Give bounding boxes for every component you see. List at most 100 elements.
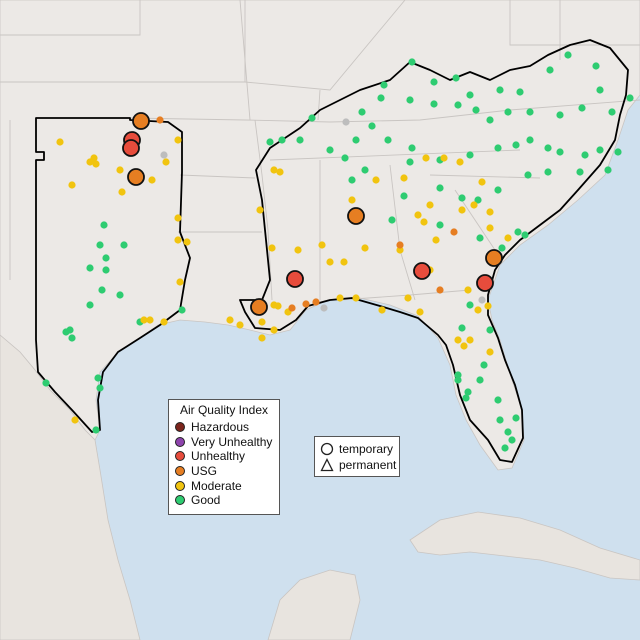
monitor-usg[interactable] [312,298,320,306]
monitor-moderate[interactable] [270,166,278,174]
monitor-good[interactable] [498,244,506,252]
monitor-good[interactable] [526,136,534,144]
monitor-good[interactable] [494,144,502,152]
monitor-good[interactable] [348,176,356,184]
monitor-moderate[interactable] [378,306,386,314]
monitor-moderate[interactable] [268,244,276,252]
monitor-temporary-usg[interactable] [132,112,150,130]
monitor-temporary-unhealthy[interactable] [413,262,431,280]
monitor-good[interactable] [406,96,414,104]
monitor-good[interactable] [341,154,349,162]
monitor-good[interactable] [604,166,612,174]
monitor-good[interactable] [546,66,554,74]
monitor-good[interactable] [380,81,388,89]
monitor-good[interactable] [68,334,76,342]
monitor-good[interactable] [486,326,494,334]
monitor-moderate[interactable] [456,158,464,166]
monitor-good[interactable] [62,328,70,336]
monitor-moderate[interactable] [348,196,356,204]
monitor-moderate[interactable] [466,336,474,344]
monitor-moderate[interactable] [422,154,430,162]
monitor-moderate[interactable] [318,241,326,249]
monitor-good[interactable] [361,166,369,174]
monitor-good[interactable] [578,104,586,112]
monitor-moderate[interactable] [258,334,266,342]
monitor-moderate[interactable] [256,206,264,214]
monitor-no-data[interactable] [342,118,350,126]
monitor-moderate[interactable] [174,214,182,222]
monitor-no-data[interactable] [478,296,486,304]
monitor-good[interactable] [352,136,360,144]
monitor-moderate[interactable] [440,154,448,162]
monitor-good[interactable] [454,376,462,384]
monitor-usg[interactable] [450,228,458,236]
monitor-good[interactable] [472,106,480,114]
monitor-good[interactable] [466,301,474,309]
monitor-good[interactable] [544,144,552,152]
monitor-good[interactable] [454,371,462,379]
monitor-temporary-usg[interactable] [485,249,503,267]
monitor-good[interactable] [474,196,482,204]
monitor-good[interactable] [408,144,416,152]
monitor-good[interactable] [458,324,466,332]
monitor-moderate[interactable] [92,160,100,168]
monitor-good[interactable] [564,51,572,59]
monitor-moderate[interactable] [486,224,494,232]
monitor-good[interactable] [512,414,520,422]
monitor-moderate[interactable] [464,286,472,294]
monitor-good[interactable] [526,108,534,116]
monitor-no-data[interactable] [320,304,328,312]
monitor-good[interactable] [494,186,502,194]
monitor-good[interactable] [576,168,584,176]
monitor-moderate[interactable] [146,316,154,324]
monitor-moderate[interactable] [454,336,462,344]
monitor-temporary-unhealthy[interactable] [476,274,494,292]
monitor-temporary-usg[interactable] [347,207,365,225]
monitor-moderate[interactable] [426,201,434,209]
monitor-good[interactable] [494,396,502,404]
monitor-moderate[interactable] [276,168,284,176]
monitor-moderate[interactable] [236,321,244,329]
monitor-good[interactable] [100,221,108,229]
monitor-moderate[interactable] [486,348,494,356]
monitor-good[interactable] [436,184,444,192]
monitor-good[interactable] [368,122,376,130]
monitor-good[interactable] [596,146,604,154]
monitor-temporary-unhealthy[interactable] [286,270,304,288]
monitor-good[interactable] [358,108,366,116]
monitor-good[interactable] [98,286,106,294]
monitor-moderate[interactable] [474,306,482,314]
monitor-good[interactable] [266,138,274,146]
monitor-good[interactable] [514,228,522,236]
monitor-moderate[interactable] [372,176,380,184]
monitor-good[interactable] [178,306,186,314]
monitor-moderate[interactable] [86,158,94,166]
monitor-good[interactable] [92,426,100,434]
monitor-moderate[interactable] [460,342,468,350]
monitor-moderate[interactable] [361,244,369,252]
monitor-moderate[interactable] [484,302,492,310]
monitor-good[interactable] [458,194,466,202]
monitor-usg[interactable] [156,116,164,124]
monitor-good[interactable] [596,86,604,94]
monitor-moderate[interactable] [458,206,466,214]
monitor-good[interactable] [504,428,512,436]
monitor-moderate[interactable] [504,234,512,242]
monitor-moderate[interactable] [432,236,440,244]
monitor-moderate[interactable] [486,208,494,216]
monitor-moderate[interactable] [71,416,79,424]
monitor-good[interactable] [278,136,286,144]
monitor-good[interactable] [592,62,600,70]
monitor-good[interactable] [556,111,564,119]
monitor-moderate[interactable] [400,174,408,182]
monitor-moderate[interactable] [176,278,184,286]
monitor-moderate[interactable] [148,176,156,184]
monitor-good[interactable] [508,436,516,444]
monitor-good[interactable] [96,241,104,249]
monitor-moderate[interactable] [336,294,344,302]
monitor-good[interactable] [86,301,94,309]
monitor-good[interactable] [86,264,94,272]
monitor-good[interactable] [102,266,110,274]
monitor-moderate[interactable] [162,158,170,166]
monitor-moderate[interactable] [478,178,486,186]
